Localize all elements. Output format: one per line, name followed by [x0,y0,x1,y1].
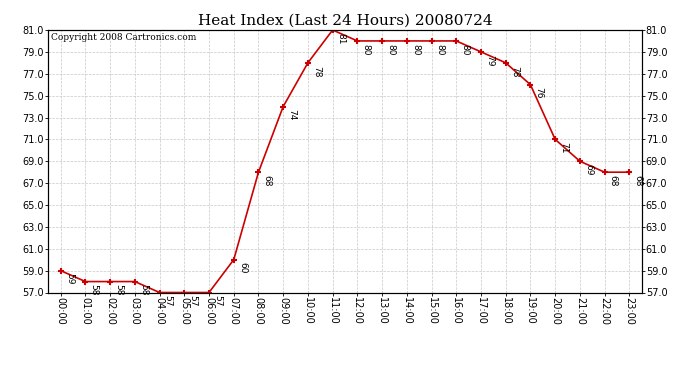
Text: 80: 80 [362,44,371,55]
Text: 74: 74 [287,110,296,121]
Text: 71: 71 [560,142,569,154]
Text: 59: 59 [65,273,74,285]
Text: 57: 57 [188,295,197,307]
Text: 80: 80 [411,44,420,55]
Text: 68: 68 [633,175,642,186]
Text: 81: 81 [337,33,346,44]
Text: 58: 58 [139,284,148,296]
Text: 76: 76 [535,87,544,99]
Text: 58: 58 [115,284,124,296]
Text: 78: 78 [312,66,321,77]
Text: 80: 80 [460,44,469,55]
Text: 80: 80 [386,44,395,55]
Text: 68: 68 [263,175,272,186]
Text: 57: 57 [213,295,222,307]
Text: Copyright 2008 Cartronics.com: Copyright 2008 Cartronics.com [51,33,197,42]
Text: 58: 58 [90,284,99,296]
Title: Heat Index (Last 24 Hours) 20080724: Heat Index (Last 24 Hours) 20080724 [198,13,492,27]
Text: 57: 57 [164,295,172,307]
Text: 60: 60 [238,262,247,274]
Text: 68: 68 [609,175,618,186]
Text: 78: 78 [510,66,519,77]
Text: 80: 80 [435,44,444,55]
Text: 79: 79 [485,55,494,66]
Text: 69: 69 [584,164,593,176]
